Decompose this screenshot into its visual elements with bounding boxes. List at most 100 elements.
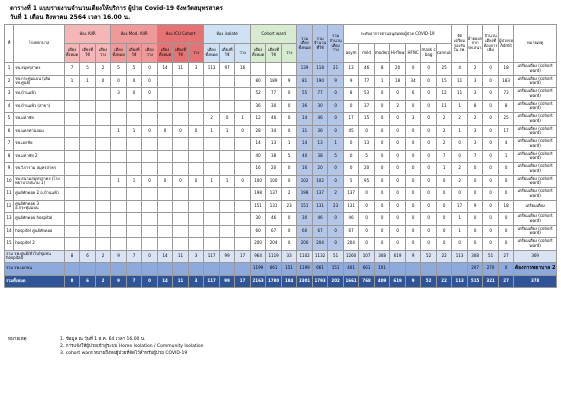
row-number: 14 xyxy=(3,224,15,238)
cell: 0 xyxy=(389,112,406,126)
cell: 17 xyxy=(234,249,251,263)
cell xyxy=(187,112,205,126)
cell: 0 xyxy=(497,162,515,176)
remark: เตรียมเตียง (cohort ward) xyxy=(513,112,557,126)
cell: 0 xyxy=(141,249,158,263)
cell xyxy=(218,212,236,226)
cell xyxy=(234,149,251,163)
cell: 2301 xyxy=(296,274,313,288)
cell: 8 xyxy=(63,274,81,288)
cell: 12 xyxy=(249,112,267,126)
cell: 0 xyxy=(373,149,391,163)
cell: 3 xyxy=(466,124,484,138)
cell xyxy=(218,162,236,176)
cell: 1102 xyxy=(296,249,313,263)
cell: 0 xyxy=(404,99,422,113)
cell xyxy=(234,99,251,113)
cell: 369 xyxy=(513,249,557,263)
cell xyxy=(218,137,236,151)
callout: ต้องการพยาบาล 2 xyxy=(513,262,557,276)
row-number: 5 xyxy=(3,112,15,126)
cell: 22 xyxy=(435,249,453,263)
cell: 0 xyxy=(327,212,344,226)
cell xyxy=(234,199,251,213)
cell: 131 xyxy=(311,199,329,213)
cell xyxy=(63,262,81,276)
cell: 0 xyxy=(497,262,515,276)
cell: 0 xyxy=(94,74,112,88)
cell xyxy=(203,99,220,113)
group-header: ที่ xyxy=(3,24,15,63)
cell: 15 xyxy=(358,112,375,126)
sub-header: ว่าง xyxy=(187,43,205,63)
cell: 18 xyxy=(497,62,515,76)
cell: 2 xyxy=(435,137,453,151)
cell: 2 xyxy=(451,112,468,126)
cell: 0 xyxy=(404,174,422,188)
cell xyxy=(125,199,143,213)
cell: 0 xyxy=(280,112,298,126)
cell xyxy=(218,187,236,201)
cell xyxy=(125,162,143,176)
cell: 0 xyxy=(280,237,298,251)
cell: 0 xyxy=(420,237,437,251)
sub-header: เตียงที่ใช้ xyxy=(218,43,236,63)
cell: 204 xyxy=(311,237,329,251)
cell xyxy=(141,212,158,226)
cell: 200 xyxy=(249,237,267,251)
notes-lines: 1. ข้อมูล ณ วันที่ 1 ส.ค. 64 เวลา 16.00 … xyxy=(60,336,360,357)
cell: 3 xyxy=(187,249,205,263)
cell xyxy=(110,99,127,113)
cell xyxy=(172,212,189,226)
cell xyxy=(141,149,158,163)
cell xyxy=(218,262,236,276)
cell: 0 xyxy=(389,174,406,188)
cell: 619 xyxy=(389,249,406,263)
cell xyxy=(141,187,158,201)
cell xyxy=(125,149,143,163)
cell: 23 xyxy=(280,199,298,213)
cell: 1 xyxy=(373,74,391,88)
sub-header: เตียงว่าง xyxy=(141,43,158,63)
cell xyxy=(94,187,112,201)
cell: 151 xyxy=(249,199,267,213)
cell xyxy=(125,212,143,226)
cell: 46 xyxy=(265,112,282,126)
cell xyxy=(203,87,220,101)
cell: 3 xyxy=(110,87,127,101)
cell: 117 xyxy=(203,274,220,288)
cell: 17 xyxy=(234,274,251,288)
cell: 0 xyxy=(156,124,174,138)
cell: 151 xyxy=(296,199,313,213)
cell: 0 xyxy=(497,187,515,201)
cell: 0 xyxy=(389,212,406,226)
total-name: รวม รพ.ศูนย์/ทั่วไป/ชุมชน hospital) xyxy=(4,249,65,263)
cell: 0 xyxy=(466,187,484,201)
group-header: โรงพยาบาล xyxy=(13,24,65,63)
cell: 0 xyxy=(327,174,344,188)
cell: 0 xyxy=(389,124,406,138)
sub-header: เตียงทั้งหมด xyxy=(203,43,220,63)
row: 12 ศูนย์พักคอย 3 อ.กระทุ่มแบน 151 131 23 151 1… xyxy=(3,199,557,213)
cell: 0 xyxy=(280,124,298,138)
cell xyxy=(63,187,81,201)
row: 11 ศูนย์พักคอย 2 อ.บ้านแพ้ว 198 137 2 198 137 2… xyxy=(3,187,557,201)
cell: 0 xyxy=(358,187,375,201)
cell: 13 xyxy=(358,137,375,151)
cell xyxy=(172,112,189,126)
cell xyxy=(218,199,236,213)
cell: 2 xyxy=(435,124,453,138)
cell xyxy=(187,212,205,226)
cell: 40 xyxy=(296,149,313,163)
cell xyxy=(79,149,96,163)
cell xyxy=(187,99,205,113)
cell: 46 xyxy=(311,212,329,226)
cell: 46 xyxy=(311,112,329,126)
cell: 0 xyxy=(420,162,437,176)
cell: 1 xyxy=(110,174,127,188)
total-row: รวมทั้งหมด 8 6 2 9 7 0 14 11 3 117 99 17 2163 1780 184 2… xyxy=(4,274,557,288)
sub-header: เตียงทั้งหมด xyxy=(249,43,267,63)
cell: 25 xyxy=(435,62,453,76)
hospital-name: ศูนย์พักคอย 2 อ.บ้านแพ้ว xyxy=(13,187,65,201)
